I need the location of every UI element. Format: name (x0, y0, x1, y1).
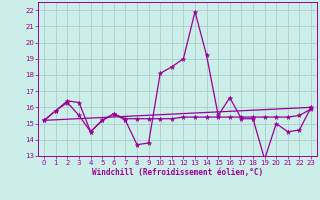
X-axis label: Windchill (Refroidissement éolien,°C): Windchill (Refroidissement éolien,°C) (92, 168, 263, 177)
